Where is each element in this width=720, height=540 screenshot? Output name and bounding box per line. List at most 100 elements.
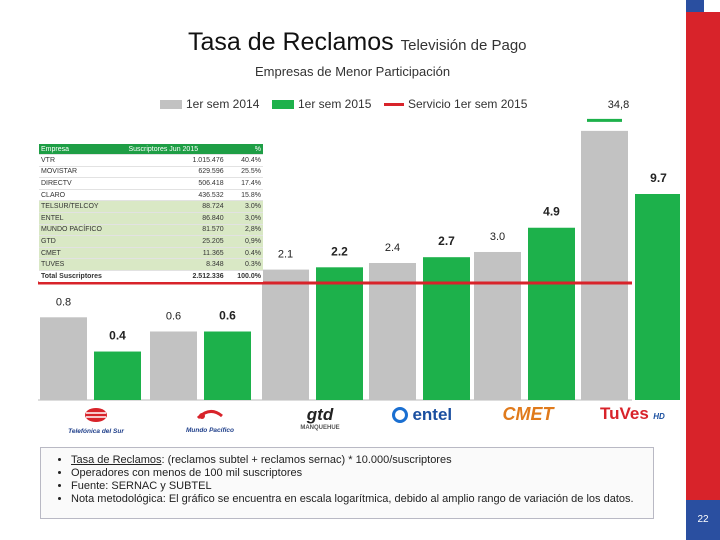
- cell-suscriptores: 1.015.476: [126, 154, 226, 167]
- table-row: MUNDO PACÍFICO 81.570 2,8%: [39, 223, 263, 236]
- logo-tuves-text: TuVes: [600, 404, 649, 423]
- logo-tuves-sub: HD: [653, 412, 665, 421]
- bar-2015: [423, 257, 470, 400]
- legend-label-2014: 1er sem 2014: [186, 97, 260, 111]
- bar-2015: [528, 227, 575, 400]
- bar-2014: [150, 331, 197, 400]
- logo-mundo: Mundo Pacífico: [170, 408, 250, 434]
- cell-suscriptores: 88.724: [126, 200, 226, 213]
- cell-empresa: TELSUR/TELCOY: [39, 200, 127, 213]
- table-row: MOVISTAR 629.596 25.5%: [39, 165, 263, 178]
- data-label-2015: 4.9: [543, 205, 560, 219]
- cell-pct: 0,9%: [225, 235, 263, 248]
- bar-2015: [635, 194, 680, 400]
- logo-gtd-text: gtd: [306, 405, 334, 424]
- logo-telsur: Telefónica del Sur: [54, 407, 138, 435]
- legend-label-2015: 1er sem 2015: [298, 97, 372, 111]
- legend-swatch-2014: [160, 99, 182, 109]
- legend-swatch-servicio: [384, 102, 404, 106]
- table-total-row: Total Suscriptores 2.512.336 100.0%: [39, 269, 263, 282]
- title-sub: Televisión de Pago: [400, 37, 527, 54]
- table-header-row: Empresa Suscriptores Jun 2015 %: [39, 144, 263, 155]
- note-method: Nota metodológica: El gráfico se encuent…: [71, 493, 653, 506]
- flag-red-stripe: [686, 12, 720, 540]
- table-row: GTD 25.205 0,9%: [39, 235, 263, 248]
- cell-empresa: DIRECTV: [39, 177, 127, 190]
- cell-suscriptores: 86.840: [126, 211, 226, 225]
- notes-box: Tasa de Reclamos: (reclamos subtel + rec…: [40, 447, 654, 519]
- table-row: ENTEL 86.840 3,0%: [39, 211, 263, 225]
- table-row: VTR 1.015.476 40.4%: [39, 154, 263, 167]
- offscale-marker: [587, 118, 622, 122]
- legend-item-servicio: Servicio 1er sem 2015: [384, 96, 527, 112]
- cell-pct: 0.4%: [225, 246, 263, 259]
- cell-suscriptores: 8.348: [126, 258, 226, 271]
- bar-2014: [40, 317, 87, 400]
- data-label-2015: 2.7: [438, 234, 455, 248]
- cell-pct: 15.8%: [225, 188, 263, 201]
- cell-empresa: MOVISTAR: [39, 165, 127, 178]
- bar-2014: [369, 263, 416, 400]
- bar-chart: 0.80.40.60.62.12.22.42.73.04.934,89.71.6: [38, 99, 680, 401]
- bar-2015: [94, 351, 141, 400]
- legend-label-servicio: Servicio 1er sem 2015: [408, 97, 528, 111]
- note-definition-text: : (reclamos subtel + reclamos sernac) * …: [161, 454, 452, 466]
- page-number: 22: [686, 500, 720, 540]
- entel-circle-icon: [392, 407, 408, 423]
- table-row: CMET 11.365 0.4%: [39, 246, 263, 259]
- telsur-globe-icon: [85, 408, 107, 422]
- logo-mundo-text: Mundo Pacífico: [185, 427, 235, 434]
- title-main: Tasa de Reclamos: [188, 28, 394, 56]
- cell-suscriptores: 436.532: [126, 188, 226, 201]
- data-label-2014: 3.0: [490, 231, 505, 243]
- table-header-suscriptores: Suscriptores Jun 2015: [126, 144, 226, 155]
- data-label-2014: 0.8: [56, 296, 71, 308]
- cell-pct: 2,8%: [225, 223, 263, 236]
- table-row: DIRECTV 506.418 17.4%: [39, 177, 263, 190]
- logo-tuves: TuVes HD: [600, 404, 665, 424]
- data-label-2015: 9.7: [650, 171, 667, 185]
- total-pct: 100.0%: [225, 269, 263, 282]
- cell-suscriptores: 11.365: [126, 246, 226, 259]
- cell-pct: 25.5%: [225, 165, 263, 178]
- cell-pct: 3,0%: [225, 211, 263, 225]
- logo-entel: entel: [392, 405, 462, 425]
- cell-suscriptores: 81.570: [126, 223, 226, 236]
- subscribers-table: Empresa Suscriptores Jun 2015 % VTR 1.015…: [39, 144, 263, 282]
- table-header-empresa: Empresa: [39, 144, 127, 155]
- cell-empresa: VTR: [39, 154, 127, 167]
- mundo-swirl-icon: [196, 410, 223, 420]
- cell-pct: 40.4%: [225, 154, 263, 167]
- cell-suscriptores: 629.596: [126, 165, 226, 178]
- flag-white-block: [704, 0, 720, 12]
- cell-pct: 3.0%: [225, 200, 263, 213]
- data-label-2015: 0.6: [219, 309, 236, 323]
- cell-empresa: ENTEL: [39, 211, 127, 225]
- cell-empresa: CLARO: [39, 188, 127, 201]
- note-definition-label: Tasa de Reclamos: [71, 454, 162, 466]
- cell-empresa: GTD: [39, 235, 127, 248]
- bar-2015: [316, 267, 363, 400]
- logo-cmet-text: CMET: [502, 404, 554, 424]
- legend-swatch-2015: [272, 99, 294, 109]
- cell-suscriptores: 25.205: [126, 235, 226, 248]
- logo-gtd: gtd MANQUEHUE: [290, 405, 350, 431]
- table-row: CLARO 436.532 15.8%: [39, 188, 263, 201]
- data-label-2015: 0.4: [109, 329, 126, 343]
- bar-2015: [204, 331, 251, 400]
- data-label-2014: 2.1: [278, 249, 293, 261]
- cell-empresa: CMET: [39, 246, 127, 259]
- flag-blue-block: [686, 0, 704, 12]
- note-source: Fuente: SERNAC y SUBTEL: [71, 480, 653, 493]
- total-suscriptores: 2.512.336: [126, 269, 226, 282]
- logo-entel-text: entel: [412, 405, 453, 424]
- note-definition: Tasa de Reclamos: (reclamos subtel + rec…: [71, 454, 653, 467]
- cell-empresa: TUVES: [39, 258, 127, 271]
- cell-empresa: MUNDO PACÍFICO: [39, 223, 127, 236]
- logo-telsur-text: Telefónica del Sur: [68, 428, 124, 435]
- page-title: Tasa de Reclamos Televisión de Pago: [188, 28, 527, 57]
- legend-item-2015: 1er sem 2015: [272, 96, 371, 112]
- bar-2014-offscale: [581, 130, 628, 400]
- total-label: Total Suscriptores: [39, 269, 127, 282]
- data-label-2015: 2.2: [331, 244, 348, 258]
